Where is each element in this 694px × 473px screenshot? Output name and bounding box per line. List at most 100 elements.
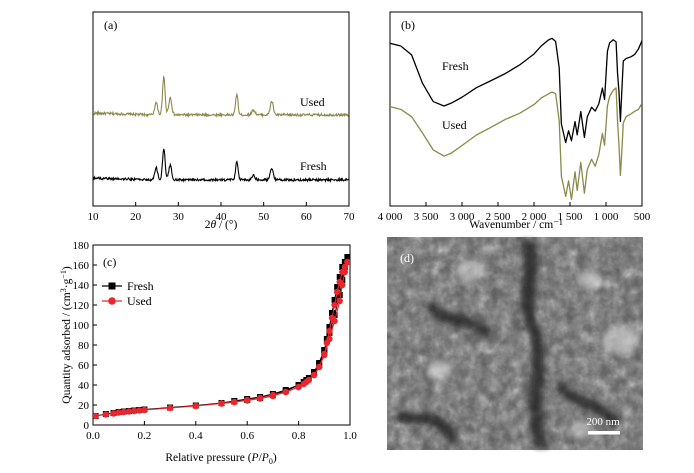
panel-b-x-tick-label: 4 000 [378, 211, 403, 223]
panel-a-x-tick-label: 40 [216, 211, 228, 223]
panel-c-series [93, 254, 350, 420]
sem-scale-bar [588, 431, 620, 435]
panel-c-used-point [341, 263, 349, 271]
panel-a-label-used: Used [300, 95, 325, 109]
panel-c-fresh-point [336, 274, 343, 280]
panel-a-frame [92, 11, 350, 207]
panel-b-series [390, 37, 642, 200]
panel-a-series-used [93, 74, 349, 119]
panel-a-x-tick-label: 50 [258, 211, 270, 223]
panel-c-used-point [344, 258, 350, 266]
panel-c-used-point [336, 278, 343, 286]
panel-c-frame [92, 244, 351, 426]
panel-c-used-point [269, 391, 277, 399]
panel-a-label: (a) [104, 18, 117, 32]
panel-c-y-tick-label: 120 [73, 300, 90, 312]
panel-b-x-tick-label: 1 500 [558, 211, 583, 223]
panel-b-frame [389, 11, 643, 207]
panel-c-y-tick-label: 0 [84, 420, 90, 432]
panel-c-y-tick-label: 140 [73, 280, 90, 292]
sem-bright-particles [428, 260, 638, 438]
panel-c-y-tick-label: 160 [73, 260, 90, 272]
panel-c-used-point [130, 407, 138, 415]
panel-a-x-tick-label: 10 [88, 211, 100, 223]
panel-c-used-point [231, 398, 238, 406]
panel-c-used-point [333, 288, 341, 296]
panel-c-y-tick-label: 80 [78, 340, 90, 352]
panel-b-x-tick-label: 3 500 [414, 211, 439, 223]
legend-used-label: Used [127, 294, 152, 308]
panel-c-used-point [339, 268, 346, 276]
panel-b-x-tick-label: 2 500 [486, 211, 511, 223]
panel-d-label: (d) [400, 251, 414, 265]
legend-used-marker [108, 297, 116, 305]
panel-a-x-ticks: 10 20 30 40 50 60 70 [88, 202, 356, 223]
sem-dark-fissures [396, 240, 620, 448]
panel-c-fresh-point [336, 292, 343, 298]
panel-b-label-used: Used [442, 118, 467, 132]
panel-b-x-tick-label: 1 000 [594, 211, 619, 223]
panel-c-ticks: 0.0 0.2 0.4 0.6 0.8 1.0 0 20 40 60 80 100 120 140 160 1… [73, 240, 358, 442]
panel-c-y-tick-label: 100 [73, 320, 90, 332]
panel-b-series-used [390, 87, 642, 200]
panel-c-used-point [321, 350, 328, 358]
panel-c-used-point [315, 363, 323, 371]
panel-b-x-ticks: 4 000 3 500 3 000 2 500 2 000 1 500 1 000 500 [378, 202, 651, 223]
panel-a-x-axis-label: 2θ / (°) [205, 219, 238, 231]
panel-c-used-point [115, 409, 122, 416]
panel-c-used-point [300, 380, 307, 388]
panel-c-used-point [256, 394, 264, 402]
panel-c-used-point [295, 383, 302, 391]
panel-c-used-point [93, 412, 99, 420]
panel-c-y-tick-label: 40 [78, 380, 90, 392]
panel-c-x-tick-label: 0.6 [240, 430, 254, 442]
panel-c-used-point [244, 396, 251, 404]
panel-c-fresh-point [334, 284, 341, 290]
panel-c-used-point [141, 406, 148, 414]
panel-a-x-tick-label: 70 [344, 211, 356, 223]
panel-c-x-tick-label: 0.0 [86, 430, 100, 442]
panel-b-x-axis-label: Wavenumber / cm⁻¹ [469, 219, 563, 231]
panel-a-x-tick-label: 30 [173, 211, 185, 223]
panel-a-x-tick-label: 20 [130, 211, 142, 223]
panel-c-x-axis-label: Relative pressure (P/P0) [165, 452, 276, 466]
panel-c-used-point [125, 408, 133, 415]
panel-a-series-fresh [93, 148, 349, 183]
panel-a-label-fresh: Fresh [300, 159, 327, 173]
panel-a-series [93, 74, 349, 183]
panel-c-used-point [310, 371, 318, 379]
panel-d-sem-image: (d) 200 nm [387, 237, 643, 450]
panel-c-used-point [328, 314, 336, 322]
panel-a-x-tick-label: 60 [301, 211, 313, 223]
panel-b-x-tick-label: 3 000 [450, 211, 475, 223]
panel-c-used-point [331, 301, 338, 309]
panel-c-legend: Fresh Used [102, 279, 154, 308]
panel-a-xrd: (a) 10 20 30 40 50 60 70 Used Fresh 2θ / (°) [88, 11, 356, 231]
panel-c-used-point [136, 407, 143, 414]
panel-c-used-point [326, 327, 333, 335]
legend-fresh-marker [108, 282, 116, 290]
panel-c-used-point [166, 404, 174, 412]
panel-c-used-point [282, 388, 289, 396]
panel-c-fresh-point [326, 324, 333, 330]
panel-c-used-point [323, 339, 331, 347]
panel-b-label: (b) [401, 18, 415, 32]
panel-c-y-tick-label: 20 [78, 400, 90, 412]
legend-fresh-label: Fresh [127, 279, 154, 293]
panel-c-isotherm: (c) 0.0 0.2 0.4 0.6 0.8 1.0 0 20 40 60 80 100 120 140… [59, 240, 357, 466]
panel-c-y-axis-label: Quantity adsorbed / (cm3·g−1) [59, 266, 73, 404]
panel-b-x-tick-label: 500 [634, 211, 651, 223]
panel-b-ftir: (b) 4 000 3 500 3 000 2 500 2 000 1 500 1 000 5… [378, 11, 651, 231]
panel-c-fresh-point [344, 254, 350, 260]
panel-c-fresh-point [329, 310, 336, 316]
panel-c-used-point [218, 400, 225, 407]
panel-c-used-point [102, 411, 110, 418]
panel-c-used-point [192, 402, 199, 410]
panel-c-y-tick-label: 180 [73, 240, 90, 252]
panel-b-label-fresh: Fresh [442, 59, 469, 73]
sem-scale-bar-label: 200 nm [586, 416, 620, 428]
panel-c-used-point [336, 297, 343, 305]
panel-c-label: (c) [103, 255, 116, 269]
panel-b-series-fresh [390, 37, 642, 144]
